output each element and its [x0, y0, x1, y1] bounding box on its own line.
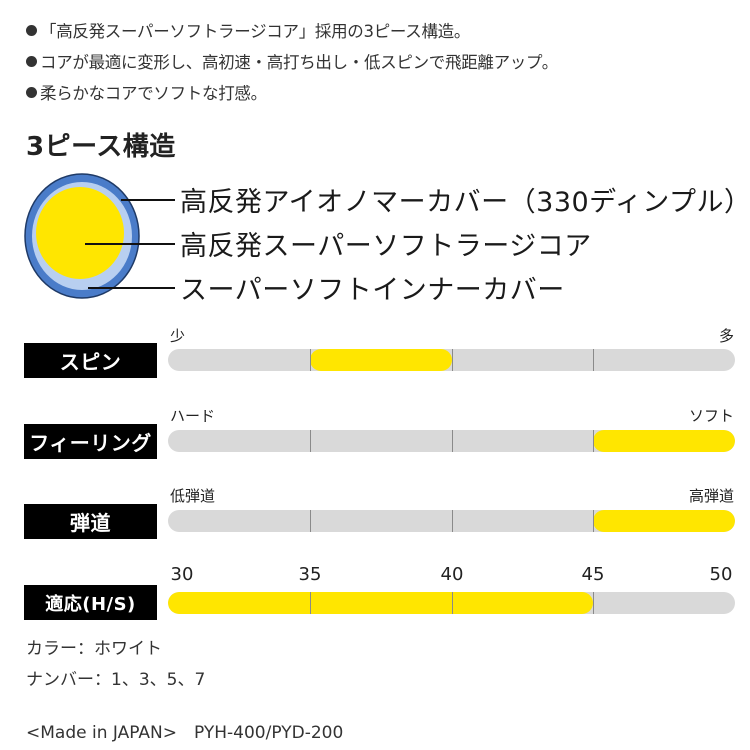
feature-item: 柔らかなコアでソフトな打感。 — [26, 78, 558, 109]
layer-label-cover: 高反発アイオノマーカバー（330ディンプル） — [180, 187, 750, 218]
hs-tick-35: 35 — [298, 564, 322, 585]
gauge-divider — [310, 349, 311, 371]
gauge-label-spin: スピン — [24, 343, 157, 378]
spec-origin-model: <Made in JAPAN> PYH-400/PYD-200 — [26, 723, 344, 743]
gauge-divider — [452, 430, 453, 452]
hs-tick-50: 50 — [709, 564, 733, 585]
gauge-fill-spin — [310, 349, 452, 371]
gauge-track-spin — [168, 349, 735, 371]
gauge-fill-trajectory — [593, 510, 735, 532]
trajectory-scale-left: 低弾道 — [170, 487, 216, 505]
bullet-icon — [26, 87, 37, 98]
feeling-scale-left: ハード — [170, 407, 216, 425]
gauge-divider — [593, 510, 594, 532]
gauge-divider — [310, 430, 311, 452]
gauge-label-head-speed: 適応(H/S) — [24, 585, 157, 620]
hs-tick-40: 40 — [440, 564, 464, 585]
hs-tick-30: 30 — [170, 564, 194, 585]
structure-title: 3ピース構造 — [26, 132, 176, 162]
gauge-fill-feeling — [593, 430, 735, 452]
gauge-divider — [593, 592, 594, 614]
gauge-divider — [593, 349, 594, 371]
layer-label-core: 高反発スーパーソフトラージコア — [180, 231, 592, 262]
leader-line-inner-cover — [88, 287, 175, 289]
feeling-scale-right: ソフト — [688, 407, 734, 425]
gauge-track-feeling — [168, 430, 735, 452]
feature-text: 「高反発スーパーソフトラージコア」採用の3ピース構造。 — [40, 22, 471, 41]
feature-text: 柔らかなコアでソフトな打感。 — [40, 84, 267, 103]
spin-scale-right: 多 — [718, 327, 734, 345]
leader-line-cover — [121, 199, 175, 201]
gauge-divider — [452, 349, 453, 371]
feature-list: 「高反発スーパーソフトラージコア」採用の3ピース構造。 コアが最適に変形し、高初… — [26, 16, 558, 109]
gauge-fill-head-speed — [168, 592, 593, 614]
spin-scale-left: 少 — [170, 327, 186, 345]
gauge-track-trajectory — [168, 510, 735, 532]
bullet-icon — [26, 56, 37, 67]
ball-cross-section-diagram — [24, 173, 140, 299]
bullet-icon — [26, 25, 37, 36]
leader-line-core — [85, 243, 175, 245]
gauge-track-head-speed — [168, 592, 735, 614]
gauge-divider — [310, 510, 311, 532]
gauge-divider — [452, 510, 453, 532]
spec-color: カラー：ホワイト — [26, 639, 162, 659]
layer-label-inner-cover: スーパーソフトインナーカバー — [180, 275, 565, 306]
hs-tick-45: 45 — [581, 564, 605, 585]
spec-number: ナンバー：1、3、5、7 — [26, 670, 206, 690]
trajectory-scale-right: 高弾道 — [688, 487, 734, 505]
gauge-label-trajectory: 弾道 — [24, 504, 157, 539]
feature-item: 「高反発スーパーソフトラージコア」採用の3ピース構造。 — [26, 16, 558, 47]
gauge-label-feeling: フィーリング — [24, 424, 157, 459]
feature-item: コアが最適に変形し、高初速・高打ち出し・低スピンで飛距離アップ。 — [26, 47, 558, 78]
gauge-divider — [452, 592, 453, 614]
feature-text: コアが最適に変形し、高初速・高打ち出し・低スピンで飛距離アップ。 — [40, 53, 558, 72]
gauge-divider — [593, 430, 594, 452]
gauge-divider — [310, 592, 311, 614]
